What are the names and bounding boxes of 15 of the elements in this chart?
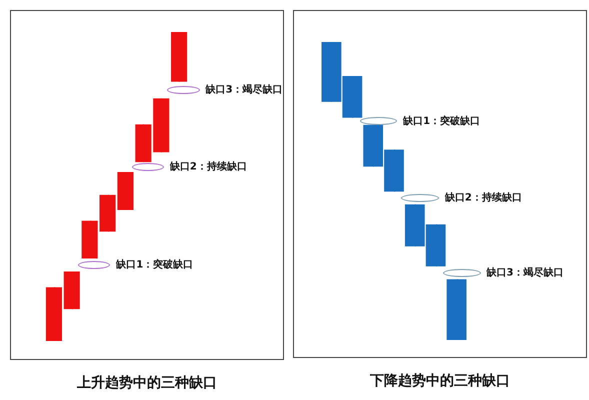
candlestick: [100, 194, 116, 232]
text: 缺口3：竭尽缺口: [486, 266, 564, 278]
candlestick: [117, 172, 134, 210]
candlestick: [171, 32, 188, 82]
text: 下降趋势中的三种缺口: [369, 372, 511, 390]
annotation: 缺口2：持续缺口: [444, 192, 522, 204]
text: 上升趋势中的三种缺口: [76, 374, 218, 392]
annotation: 缺口1：突破缺口: [115, 258, 194, 271]
annotation: 缺口2：持续缺口: [168, 160, 247, 173]
candlestick: [64, 270, 80, 310]
annotation: 缺口1：突破缺口: [402, 114, 480, 127]
candlestick: [46, 286, 62, 342]
candlestick: [446, 278, 466, 340]
candlestick: [82, 220, 98, 259]
text: 缺口3：竭尽缺口: [204, 84, 283, 96]
